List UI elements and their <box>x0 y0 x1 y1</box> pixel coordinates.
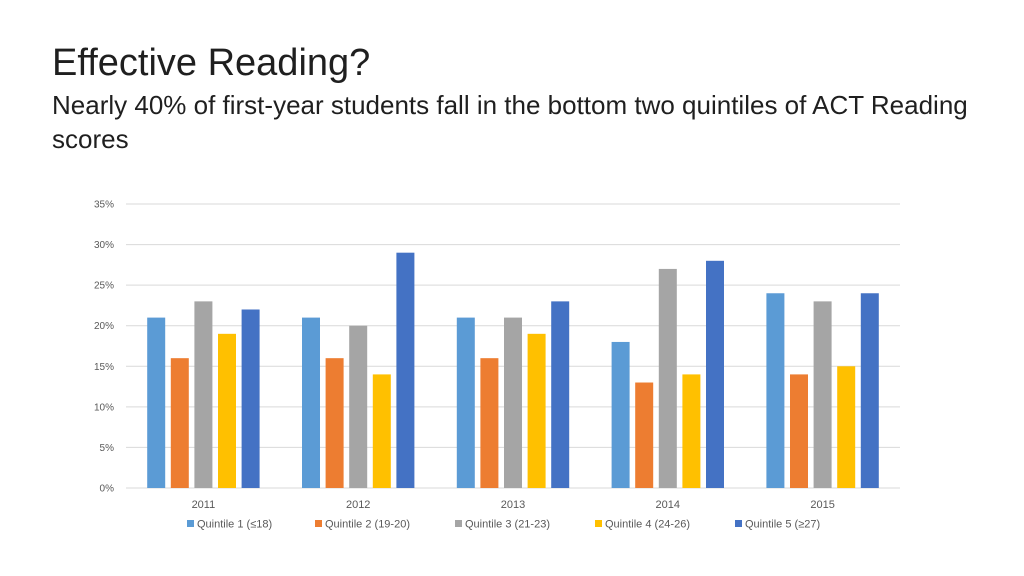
bar-2013-quintile-3 <box>504 317 522 488</box>
bar-2011-quintile-5 <box>241 309 260 488</box>
x-category-label: 2013 <box>501 499 525 511</box>
bar-2013-quintile-1 <box>456 317 475 488</box>
bar-2012-quintile-1 <box>302 317 320 488</box>
bar-2014-quintile-3 <box>658 268 677 488</box>
x-category-label: 2014 <box>656 499 680 511</box>
y-axis-ticks: 0% 5% 10% 15% 20% 25% 30% 35% <box>94 200 114 495</box>
bar-2013-quintile-2 <box>480 358 499 488</box>
bar-2015-quintile-3 <box>813 301 832 488</box>
bar-2015-quintile-2 <box>790 374 808 488</box>
bar-2013-quintile-5 <box>551 301 570 488</box>
bar-2015-quintile-1 <box>766 293 785 488</box>
legend-label-quintile-2: Quintile 2 (19-20) <box>325 519 410 531</box>
bar-2014-quintile-5 <box>706 260 724 488</box>
bar-2011-quintile-4 <box>218 333 236 488</box>
bar-2012-quintile-4 <box>372 374 391 488</box>
bar-2011-quintile-2 <box>170 358 189 488</box>
x-axis-categories: 2011 2012 2013 2014 2015 <box>192 499 835 511</box>
legend-label-quintile-1: Quintile 1 (≤18) <box>197 519 272 531</box>
bar-2014-quintile-1 <box>611 341 630 488</box>
y-tick-label: 15% <box>94 362 114 373</box>
bars <box>147 252 879 488</box>
bar-2012-quintile-5 <box>396 252 415 488</box>
bar-2015-quintile-4 <box>837 366 856 488</box>
y-tick-label: 30% <box>94 240 114 251</box>
bar-2014-quintile-2 <box>635 382 654 488</box>
x-category-label: 2011 <box>192 499 216 511</box>
y-tick-label: 0% <box>100 484 115 495</box>
legend-swatch-quintile-5 <box>735 520 742 527</box>
x-category-label: 2015 <box>810 499 834 511</box>
bar-2012-quintile-2 <box>325 358 344 488</box>
bar-2013-quintile-4 <box>527 333 546 488</box>
legend: Quintile 1 (≤18) Quintile 2 (19-20) Quinti… <box>187 519 820 531</box>
bar-2011-quintile-3 <box>194 301 213 488</box>
legend-label-quintile-4: Quintile 4 (24-26) <box>605 519 690 531</box>
legend-swatch-quintile-3 <box>455 520 462 527</box>
y-tick-label: 35% <box>94 200 114 211</box>
y-tick-label: 10% <box>94 402 114 413</box>
slide-title: Effective Reading? <box>52 42 371 84</box>
legend-swatch-quintile-2 <box>315 520 322 527</box>
legend-swatch-quintile-1 <box>187 520 194 527</box>
y-tick-label: 20% <box>94 321 114 332</box>
y-tick-label: 5% <box>100 443 115 454</box>
bar-2012-quintile-3 <box>349 325 368 488</box>
slide-subtitle: Nearly 40% of first-year students fall i… <box>52 90 968 154</box>
bar-2015-quintile-5 <box>860 293 879 488</box>
bar-2014-quintile-4 <box>682 374 701 488</box>
y-tick-label: 25% <box>94 281 114 292</box>
legend-label-quintile-5: Quintile 5 (≥27) <box>745 519 820 531</box>
legend-swatch-quintile-4 <box>595 520 602 527</box>
legend-label-quintile-3: Quintile 3 (21-23) <box>465 519 550 531</box>
bar-2011-quintile-1 <box>147 317 166 488</box>
x-category-label: 2012 <box>346 499 370 511</box>
